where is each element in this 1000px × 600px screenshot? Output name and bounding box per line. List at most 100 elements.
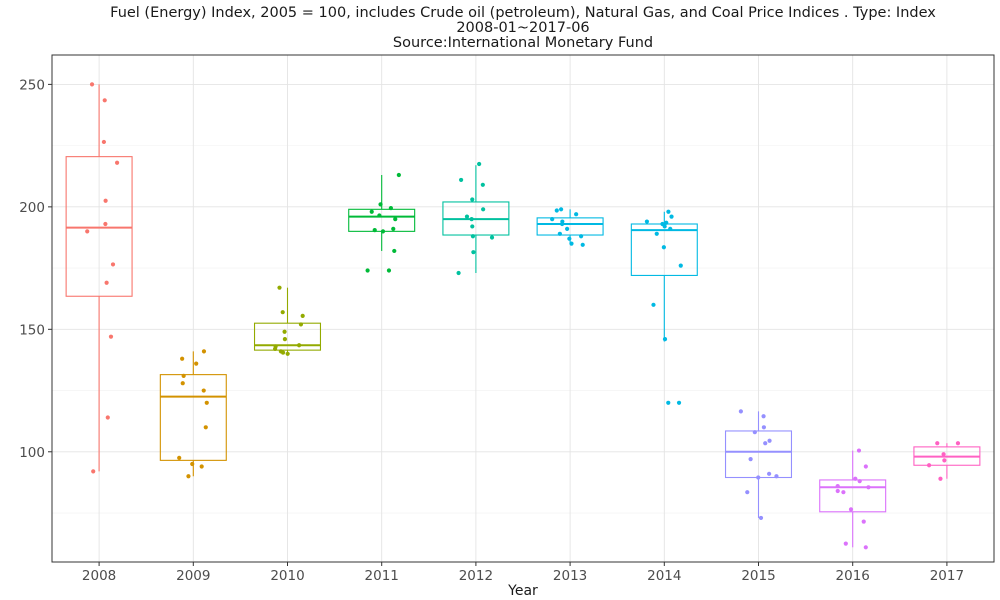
data-point [273,346,278,352]
data-point [391,226,396,231]
data-point [669,214,674,219]
data-point [767,471,772,476]
data-point [866,485,871,490]
data-point [204,400,209,405]
data-point [748,457,753,462]
data-point [181,373,186,378]
data-point [565,226,570,231]
data-point [661,245,666,250]
data-point [186,474,191,479]
data-point [201,388,206,393]
data-point [386,268,392,273]
data-point [774,474,779,479]
data-point [668,226,673,231]
data-point [756,475,761,480]
box-group-2008 [65,82,133,474]
data-point [105,415,110,420]
data-point [277,285,282,290]
data-point [560,221,565,227]
plot-panel-background [52,55,994,562]
data-point [853,476,858,481]
data-point [559,207,564,212]
data-point [89,82,95,87]
x-tick-label: 2008 [82,568,116,584]
data-point [841,490,846,495]
data-point [738,409,743,414]
box-group-2014 [630,209,698,405]
data-point [644,219,650,224]
data-point [103,198,108,203]
data-point [579,234,584,239]
box-group-2012 [442,161,510,276]
data-point [941,452,946,457]
data-point [372,228,377,233]
data-point [369,209,374,214]
data-point [835,483,840,489]
data-point [108,334,114,339]
data-point [942,458,947,463]
data-point [477,161,482,167]
chart-subtitle: 2008-01~2017-06 [456,20,589,36]
data-point [110,262,116,267]
box-group-2015 [724,409,793,521]
x-tick-label: 2009 [176,568,210,584]
x-axis-title: Year [507,583,538,599]
data-point [489,235,495,240]
data-point [396,172,401,178]
data-point [280,350,286,355]
box-group-2009 [159,349,227,479]
y-tick-label: 100 [19,445,45,461]
axis-layer: 100 150 200 250 2008 2009 2010 2011 2012 2013 2014… [19,77,964,584]
data-point [745,490,750,495]
data-point [767,438,772,443]
data-point [567,236,572,241]
box-iqr [253,322,322,351]
data-point [856,448,862,453]
data-point [843,541,848,546]
data-point [194,361,199,366]
data-point [763,441,768,446]
data-point [378,202,383,207]
chart-source: Source:International Monetary Fund [393,35,653,51]
data-point [550,217,555,222]
data-point [298,322,304,327]
x-tick-label: 2012 [459,568,493,584]
box-group-2010 [253,285,322,356]
data-point [282,337,288,342]
y-tick-label: 250 [19,77,45,93]
box-iqr [159,374,227,461]
data-point [678,263,683,268]
data-point [300,313,305,318]
data-point [177,455,182,461]
data-point [666,209,671,214]
data-point [392,248,397,254]
box-iqr [536,217,604,236]
data-point [761,425,767,430]
data-point [654,231,659,236]
box-group-2017 [913,441,981,481]
x-tick-label: 2010 [270,568,304,584]
data-point [470,197,475,202]
data-point [481,207,486,212]
data-point [180,356,185,361]
data-point [861,519,866,524]
data-point [676,400,682,405]
data-point [938,476,943,481]
data-point [456,270,461,276]
data-point [554,208,559,213]
chart-title: Fuel (Energy) Index, 2005 = 100, include… [110,5,936,21]
y-tick-label: 150 [19,322,45,338]
data-point [580,242,585,247]
data-point [104,280,109,285]
grid-layer [52,55,994,562]
plot-panel-border [51,54,995,563]
data-point [190,461,195,467]
data-point [848,507,854,512]
data-point [926,463,932,468]
data-point [282,329,287,334]
x-tick-label: 2017 [930,568,964,584]
data-point [662,224,667,229]
box-group-2011 [348,172,416,273]
